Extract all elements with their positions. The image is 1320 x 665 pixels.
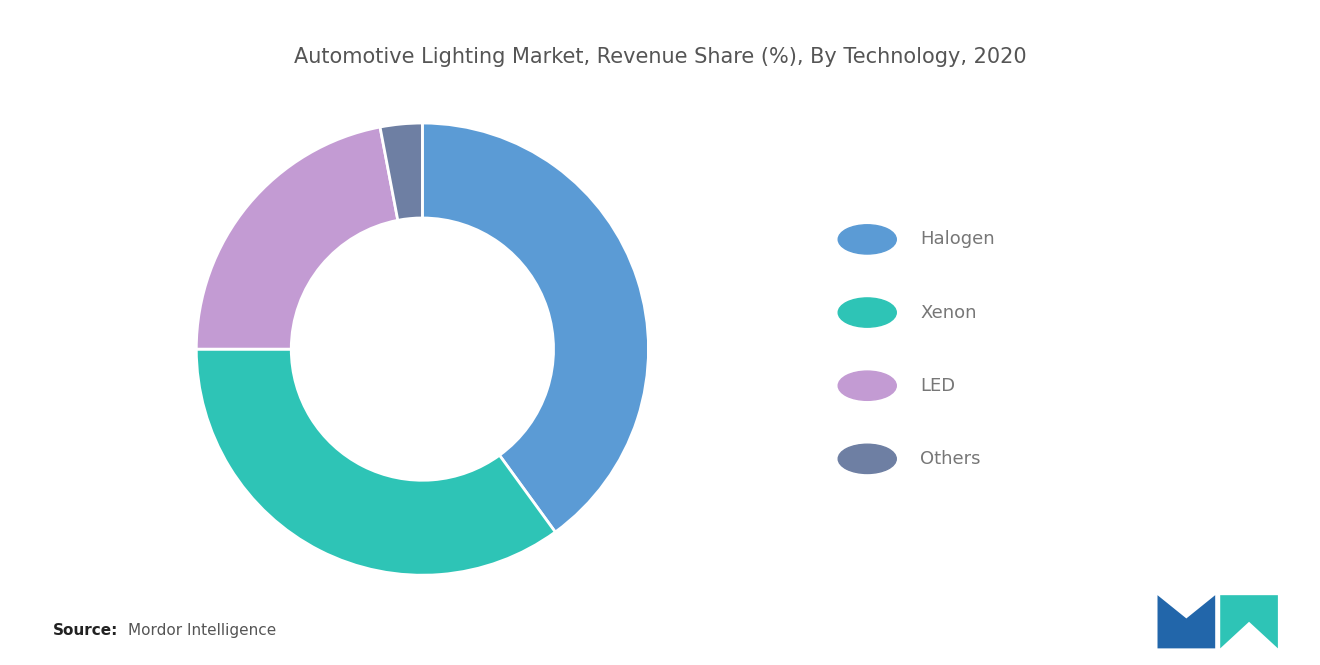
Wedge shape (380, 123, 422, 220)
Text: LED: LED (920, 376, 956, 395)
Text: Halogen: Halogen (920, 230, 995, 249)
Wedge shape (197, 127, 397, 349)
Text: Source:: Source: (53, 623, 119, 638)
Wedge shape (197, 349, 556, 575)
Wedge shape (422, 123, 648, 532)
Polygon shape (1158, 595, 1216, 648)
Text: Xenon: Xenon (920, 303, 977, 322)
Text: Automotive Lighting Market, Revenue Share (%), By Technology, 2020: Automotive Lighting Market, Revenue Shar… (293, 47, 1027, 66)
Text: Others: Others (920, 450, 981, 468)
Polygon shape (1220, 595, 1278, 648)
Text: Mordor Intelligence: Mordor Intelligence (128, 623, 276, 638)
